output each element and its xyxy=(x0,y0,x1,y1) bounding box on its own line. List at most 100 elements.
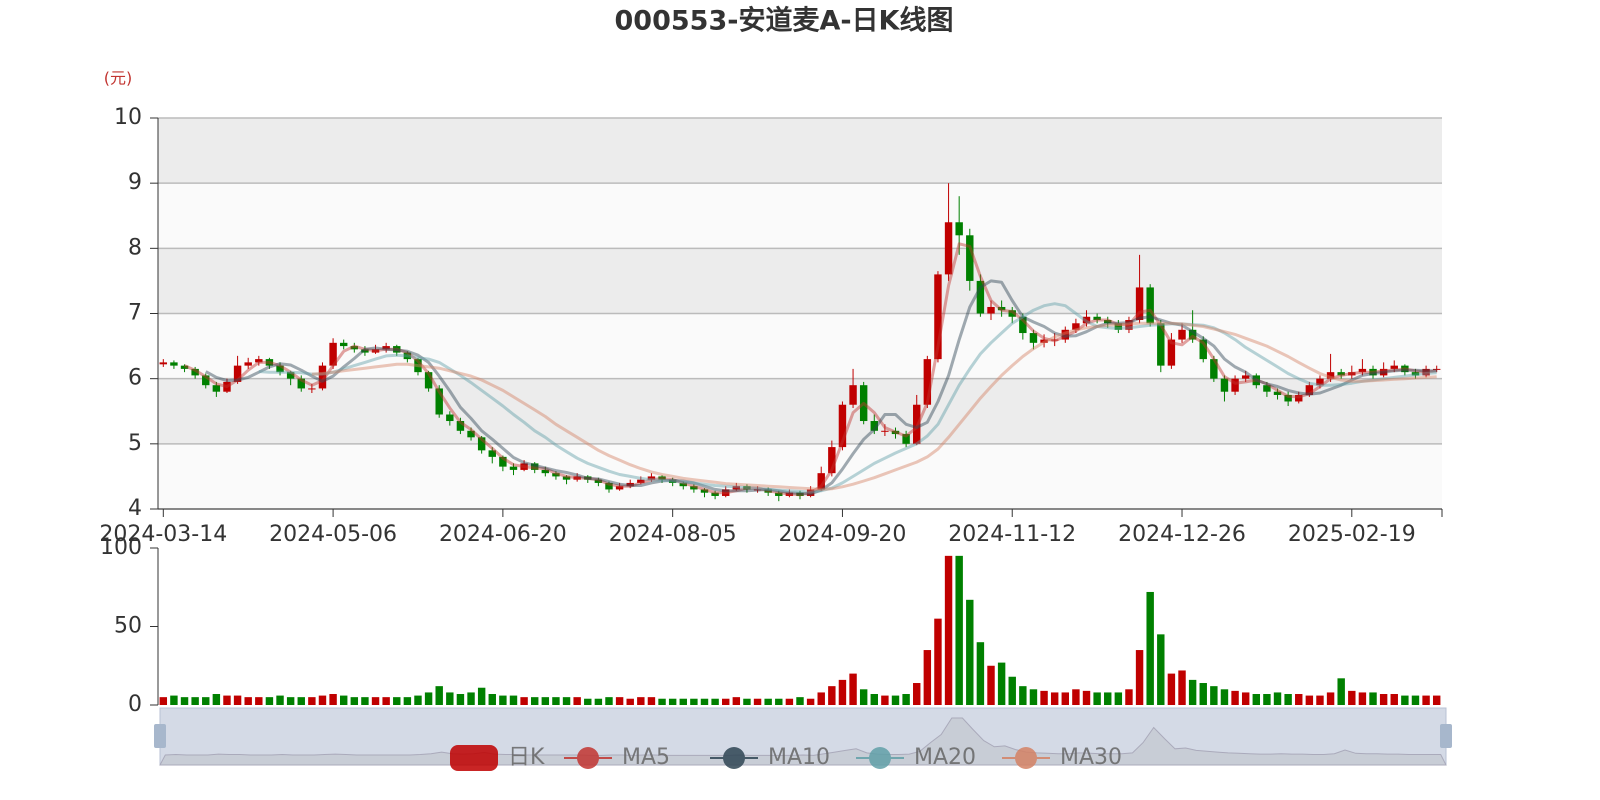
ma-line xyxy=(183,242,1437,497)
candle-body xyxy=(1432,368,1441,370)
chart-title: 000553-安道麦A-日K线图 xyxy=(615,5,954,37)
candle-body xyxy=(817,473,825,490)
volume-bar xyxy=(743,698,751,705)
volume-bar xyxy=(1061,692,1070,705)
volume-bar xyxy=(913,683,921,705)
candle-body xyxy=(1316,378,1324,386)
x-tick-label: 2025-02-19 xyxy=(1288,522,1416,547)
volume-bar xyxy=(233,695,242,705)
candle-body xyxy=(1029,333,1038,343)
candle-body xyxy=(1358,368,1367,373)
candle-body xyxy=(424,372,433,389)
volume-bar xyxy=(902,694,910,705)
candle-body xyxy=(997,306,1006,311)
candle-body xyxy=(1284,394,1292,402)
volume-bar xyxy=(1146,591,1154,705)
candle-body xyxy=(1146,287,1154,324)
volume-bar xyxy=(552,697,560,705)
candle-body xyxy=(1125,320,1133,330)
candle-body xyxy=(308,388,316,390)
candle-body xyxy=(828,447,836,474)
candle-body xyxy=(1199,339,1207,360)
candle-body xyxy=(838,404,847,448)
volume-bar xyxy=(361,697,369,705)
volume-bar xyxy=(1263,694,1271,705)
legend-item[interactable]: 日K xyxy=(450,745,545,771)
legend-icon xyxy=(869,747,891,769)
candle-body xyxy=(1082,316,1091,324)
volume-bar xyxy=(371,697,380,705)
volume-bar xyxy=(573,697,581,705)
zoom-handle[interactable] xyxy=(154,724,166,748)
volume-bar xyxy=(1337,678,1345,705)
y-tick-label: 5 xyxy=(128,431,142,456)
split-area xyxy=(158,313,1442,379)
candle-body xyxy=(403,352,412,360)
candle-body xyxy=(1411,372,1420,376)
volume-bar xyxy=(923,650,932,705)
split-area xyxy=(158,378,1442,444)
candle-body xyxy=(520,463,528,470)
legend-icon xyxy=(1015,747,1037,769)
volume-bar xyxy=(796,697,804,705)
legend-item[interactable]: MA10 xyxy=(710,745,830,770)
volume-bar xyxy=(1348,690,1356,705)
volume-bar xyxy=(764,698,772,705)
volume-bar xyxy=(775,698,783,705)
candle-body xyxy=(223,381,231,392)
y-unit: (元) xyxy=(104,69,133,88)
volume-bar xyxy=(1008,676,1016,705)
volume-bar xyxy=(1199,683,1207,705)
volume-bar xyxy=(1157,634,1165,705)
volume-bar xyxy=(403,697,412,705)
volume-bar xyxy=(456,694,465,705)
volume-bar xyxy=(424,692,433,705)
candle-body xyxy=(488,450,496,457)
candle-body xyxy=(647,476,656,480)
volume-bar xyxy=(997,662,1006,705)
zoom-handle[interactable] xyxy=(1440,724,1452,748)
candle-body xyxy=(361,349,369,353)
volume-bar xyxy=(467,692,475,705)
candle-body xyxy=(594,479,603,483)
volume-bar xyxy=(944,555,953,705)
volume-bar xyxy=(700,698,709,705)
candle-body xyxy=(637,479,645,483)
volume-bar xyxy=(1273,692,1282,705)
volume-bar xyxy=(541,697,550,705)
legend-item[interactable]: MA30 xyxy=(1002,745,1122,770)
y-tick-label: 8 xyxy=(128,235,142,260)
x-tick-label: 2024-03-14 xyxy=(99,522,227,547)
candle-body xyxy=(191,368,199,376)
candle-body xyxy=(1157,323,1165,366)
volume-bar xyxy=(255,697,263,705)
candle-body xyxy=(1114,323,1123,330)
legend-item[interactable]: MA5 xyxy=(564,745,670,770)
volume-bar xyxy=(594,698,603,705)
candle-body xyxy=(552,473,560,477)
volume-bar xyxy=(1040,690,1048,705)
volume-bar xyxy=(785,698,794,705)
candle-body xyxy=(233,365,242,382)
volume-bar xyxy=(615,697,624,705)
candle-body xyxy=(1231,378,1239,392)
candle-body xyxy=(944,222,953,275)
candle-body xyxy=(775,492,783,496)
y-tick-label: 10 xyxy=(114,105,142,130)
volume-bar xyxy=(891,695,900,705)
candle-body xyxy=(318,365,327,389)
candle-body xyxy=(891,430,900,435)
legend-item[interactable]: MA20 xyxy=(856,745,976,770)
candle-body xyxy=(690,486,698,490)
volume-bar xyxy=(286,697,295,705)
volume-bar xyxy=(170,695,178,705)
volume-bar xyxy=(1316,695,1324,705)
volume-bar xyxy=(202,697,210,705)
volume-bar xyxy=(1135,650,1144,705)
candle-body xyxy=(700,489,709,493)
volume-bar xyxy=(318,695,327,705)
candle-body xyxy=(679,482,687,487)
candle-body xyxy=(393,346,401,353)
volume-bar xyxy=(329,694,337,705)
candle-body xyxy=(414,359,422,373)
